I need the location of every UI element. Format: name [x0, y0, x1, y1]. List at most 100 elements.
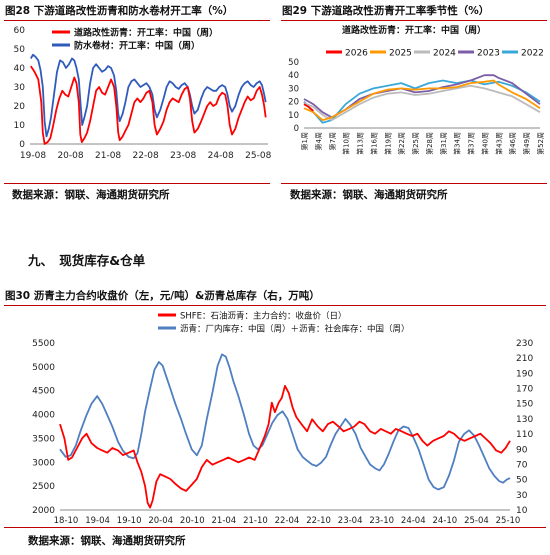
fig29-legend-label: 2026 [345, 49, 368, 59]
fig29-series-line [303, 79, 541, 121]
fig30-xtick-label: 22-10 [306, 516, 331, 526]
fig29-xtick-label: 第37周 [467, 132, 476, 155]
fig29-xtick-label: 第40周 [480, 132, 489, 155]
section-heading: 九、 现货库存&仓单 [28, 253, 146, 268]
fig29-bottom-rule [281, 183, 547, 184]
fig30-ytick-right-label: 130 [516, 415, 533, 425]
fig30-legend-label: 沥青：厂内库存：中国（周）＋沥青：社会库存：中国（周） [180, 324, 410, 335]
fig29-title-rule [281, 20, 547, 21]
fig30-ytick-right-label: 170 [516, 385, 533, 395]
fig28-ytick-label: 50 [14, 45, 26, 55]
fig29-ytick-label: 30 [288, 84, 299, 94]
fig28-series-line [30, 65, 267, 145]
fig30-ytick-right-label: 110 [516, 430, 533, 440]
fig28-xtick-label: 22-08 [133, 151, 159, 161]
fig28-legend-label: 道路改性沥青：开工率：中国（周） [74, 27, 218, 39]
fig30-series-line-price [59, 385, 511, 509]
fig28-xtick-label: 24-08 [208, 151, 234, 161]
fig30-xtick-label: 18-10 [54, 516, 79, 526]
fig29-ytick-label: 40 [288, 71, 299, 81]
fig30-series-line-inventory [59, 353, 511, 491]
fig30-ytick-right-label: 210 [516, 354, 533, 364]
fig29-xtick-label: 第49周 [522, 132, 531, 155]
fig29-ytick-label: 10 [288, 111, 299, 121]
fig28-title: 图28 下游道路改性沥青和防水卷材开工率（%） [5, 5, 234, 17]
fig29-xtick-label: 第43周 [494, 132, 503, 155]
fig28-ytick-label: 10 [14, 121, 26, 131]
fig30-legend-label: SHFE：石油沥青：主力合约：收盘价（日） [180, 311, 347, 322]
fig28-legend-label: 防水卷材：开工率：中国（周） [74, 40, 200, 52]
fig30-xtick-label: 23-10 [369, 516, 394, 526]
fig30-ytick-left-label: 4000 [32, 411, 55, 421]
fig28-xtick-label: 20-08 [57, 151, 83, 161]
fig30-bottom-rule [4, 527, 546, 528]
fig30-ytick-right-label: 90 [516, 445, 528, 455]
fig30-ytick-left-label: 2500 [32, 482, 55, 492]
fig28-source: 数据来源：钢联、海通期货研究所 [12, 189, 170, 201]
fig30-ytick-right-label: 190 [516, 369, 533, 379]
fig29-xtick-label: 第7周 [328, 132, 337, 150]
fig30-xtick-label: 20-10 [180, 516, 205, 526]
fig29-xtick-label: 第19周 [383, 132, 392, 155]
fig29-legend-label: 2025 [389, 49, 412, 59]
fig29-xtick-label: 第34周 [453, 132, 462, 155]
fig30-xtick-label: 20-04 [148, 516, 173, 526]
fig29-xtick-label: 第13周 [356, 132, 365, 155]
fig30-ytick-right-label: 50 [516, 476, 528, 486]
fig29-ytick-label: 0 [294, 124, 299, 134]
fig28-title-rule [4, 20, 270, 21]
fig28-xtick-label: 19-08 [20, 151, 46, 161]
fig29-ytick-label: 20 [288, 98, 299, 108]
fig29-xtick-label: 第22周 [397, 132, 406, 155]
fig28-chart: 0 10 20 30 40 50 60 19-08 20-08 21-08 22-08 23-08 24… [14, 26, 272, 161]
fig29-xtick-label: 第28周 [425, 132, 434, 155]
fig30-xtick-label: 19-10 [117, 516, 142, 526]
fig30-chart: SHFE：石油沥青：主力合约：收盘价（日） 沥青：厂内库存：中国（周）＋沥青：社会… [32, 311, 533, 527]
fig30-xtick-label: 24-04 [401, 516, 426, 526]
fig29-source: 数据来源：钢联、海通期货研究所 [290, 189, 448, 201]
fig29-ytick-label: 50 [288, 58, 299, 68]
fig29-xtick-label: 第52周 [536, 132, 545, 155]
fig28-series-line [30, 53, 267, 138]
fig30-ytick-right-label: 70 [516, 460, 528, 470]
fig29-xtick-label: 第16周 [369, 132, 378, 155]
fig29-series-line [303, 103, 314, 112]
fig28-xtick-label: 21-08 [95, 151, 121, 161]
fig28-ytick-label: 60 [14, 26, 26, 36]
fig28-bottom-rule [4, 183, 270, 184]
fig29-xtick-label: 第25周 [411, 132, 420, 155]
fig29-chart: 道路改性沥青：开工率：中国（周） 2026 2025 2024 2023 2022 0 10 2… [288, 24, 545, 155]
fig29-legend-label: 2023 [477, 49, 500, 59]
fig29-xtick-label: 第4周 [314, 132, 323, 150]
fig30-xtick-label: 25-04 [464, 516, 489, 526]
fig30-xtick-label: 21-04 [212, 516, 237, 526]
fig30-ytick-left-label: 4500 [32, 387, 55, 397]
fig29-legend-label: 2022 [521, 49, 544, 59]
fig28-ytick-label: 20 [14, 102, 26, 112]
fig29-xtick-label: 第46周 [508, 132, 517, 155]
fig29-xtick-label: 第10周 [342, 132, 351, 155]
fig29-title: 图29 下游道路改性沥青开工率季节性（%） [282, 5, 490, 17]
fig28-xtick-label: 25-08 [245, 151, 271, 161]
fig29-series-line [303, 84, 541, 121]
fig30-title: 图30 沥青主力合约收盘价（左，元/吨）&沥青总库存（右，万吨） [5, 290, 320, 302]
fig28-xtick-label: 23-08 [170, 151, 196, 161]
fig30-xtick-label: 22-04 [275, 516, 300, 526]
fig29-xtick-label: 第31周 [439, 132, 448, 155]
fig30-ytick-left-label: 3000 [32, 458, 55, 468]
fig28-ytick-label: 0 [19, 140, 25, 150]
fig30-ytick-right-label: 10 [516, 506, 528, 516]
fig30-xtick-label: 23-04 [338, 516, 363, 526]
fig30-ytick-left-label: 3500 [32, 434, 55, 444]
fig29-xtick-label: 第1周 [300, 132, 309, 150]
fig29-legend-label: 2024 [433, 49, 456, 59]
fig30-source: 数据来源：钢联、海通期货研究所 [28, 535, 186, 547]
fig30-ytick-left-label: 5500 [32, 339, 55, 349]
fig30-xtick-label: 21-10 [243, 516, 268, 526]
fig30-title-rule [4, 305, 546, 306]
fig30-ytick-left-label: 5000 [32, 363, 55, 373]
fig30-ytick-right-label: 150 [516, 400, 533, 410]
fig30-xtick-label: 19-04 [85, 516, 110, 526]
fig28-ytick-label: 40 [14, 64, 26, 74]
fig30-ytick-left-label: 2000 [32, 506, 55, 516]
